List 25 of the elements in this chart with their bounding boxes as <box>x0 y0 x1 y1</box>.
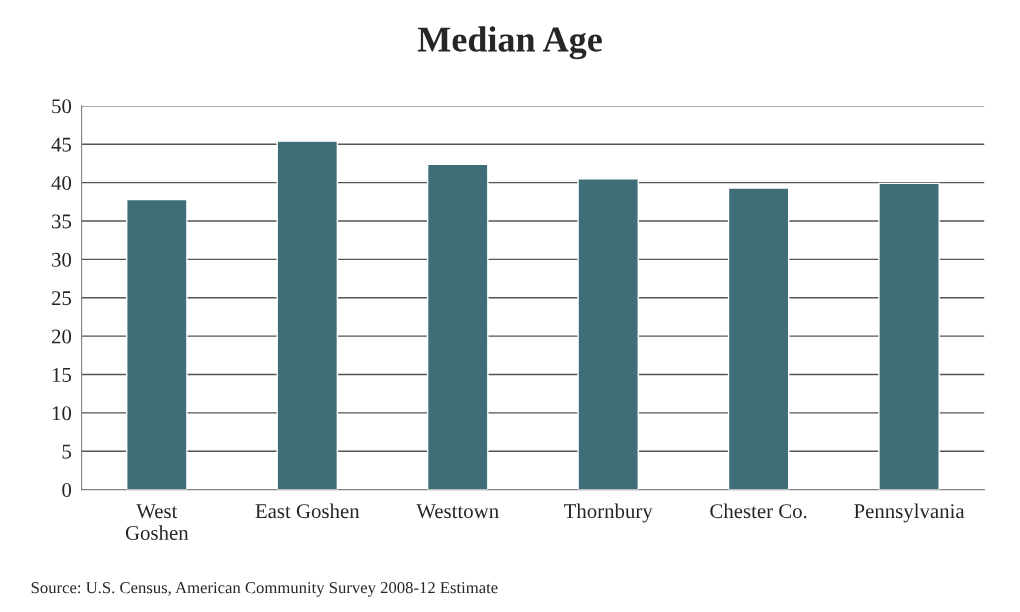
bar <box>577 178 639 490</box>
bar <box>878 182 940 490</box>
x-tick-label: Westtown <box>416 504 499 519</box>
y-tick-label: 0 <box>62 482 72 498</box>
y-tick-label: 25 <box>51 291 72 306</box>
x-tick-label: East Goshen <box>255 503 360 519</box>
y-tick-label: 10 <box>52 406 72 421</box>
source-note: Source: U.S. Census, American Community Survey 2008-12 Estimate <box>31 582 498 597</box>
x-tick-label: Pennsylvania <box>854 503 965 523</box>
x-tick-label: West Goshen <box>125 504 189 540</box>
bar <box>276 140 339 490</box>
y-tick-label: 40 <box>51 175 72 191</box>
y-tick-label: 45 <box>51 137 72 152</box>
chart-title: Median Age <box>417 26 602 60</box>
bar <box>727 187 790 490</box>
y-tick-label: 15 <box>52 367 72 382</box>
bar <box>126 198 188 490</box>
y-tick-label: 50 <box>52 99 72 114</box>
x-tick-label: Thornbury <box>564 503 653 523</box>
x-tick-label: Chester Co. <box>710 503 807 519</box>
y-tick-label: 5 <box>62 444 72 459</box>
y-tick-label: 30 <box>52 252 72 267</box>
y-tick-label: 35 <box>52 214 72 229</box>
bar <box>426 163 489 490</box>
y-tick-label: 20 <box>51 329 72 344</box>
